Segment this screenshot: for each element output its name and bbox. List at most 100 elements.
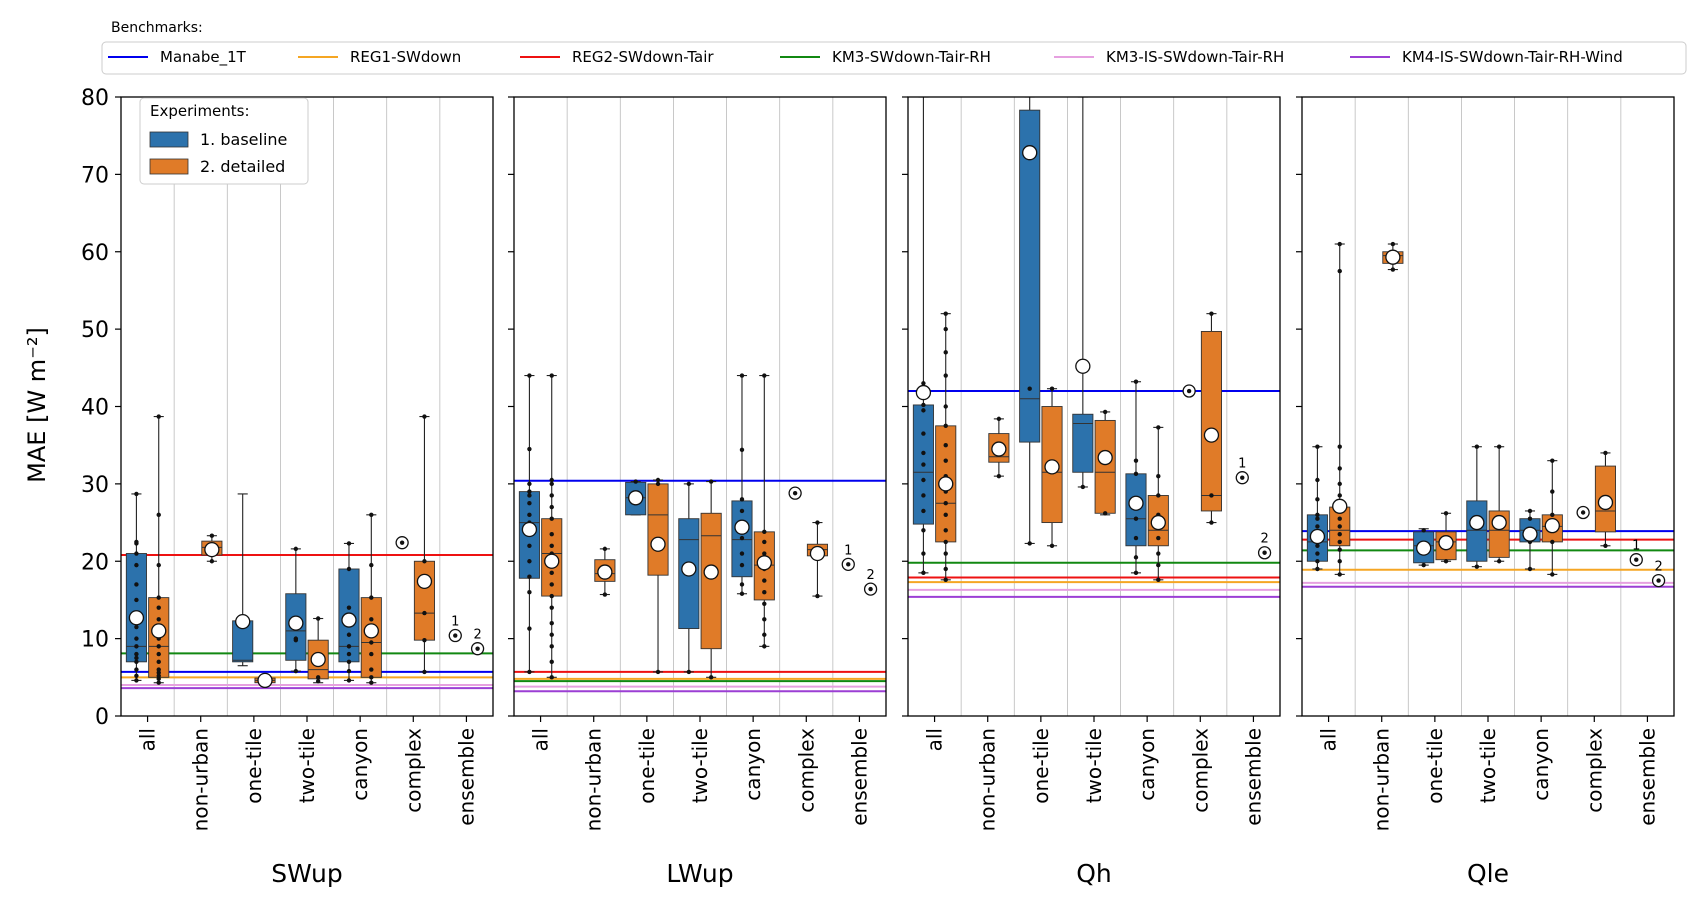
data-point	[549, 620, 554, 626]
x-tick-label-canyon: canyon	[741, 728, 765, 801]
data-point	[739, 373, 745, 378]
mean-marker	[416, 573, 433, 590]
data-point	[1337, 516, 1342, 521]
data-point	[739, 551, 745, 556]
data-point	[346, 541, 352, 546]
data-point	[527, 574, 532, 579]
data-point	[943, 528, 948, 533]
x-tick-label-canyon: canyon	[1135, 728, 1159, 801]
y-axis-label: MAE [W m⁻²]	[23, 327, 51, 483]
mean-marker-dot	[453, 633, 458, 638]
data-point	[1027, 541, 1032, 546]
data-point	[549, 605, 554, 610]
data-point	[996, 473, 1002, 479]
data-point	[156, 667, 161, 672]
box-iqr	[700, 512, 722, 650]
mean-marker-dot	[1580, 510, 1586, 515]
box-canyon-1	[1125, 379, 1147, 576]
benchmark-legend-label-6: KM4-IS-SWdown-Tair-RH-Wind	[1402, 48, 1623, 66]
data-point	[1156, 551, 1161, 556]
x-tick-label-canyon: canyon	[1529, 728, 1553, 801]
data-point	[996, 416, 1002, 422]
box-non-urban-2	[988, 416, 1010, 479]
data-point	[1550, 458, 1555, 463]
data-point	[921, 477, 926, 483]
data-point	[527, 489, 532, 494]
box-one-tile-1	[232, 493, 254, 667]
box-two-tile-2	[307, 616, 329, 684]
data-point	[1133, 458, 1139, 463]
mean-marker	[544, 553, 560, 569]
data-point	[1156, 473, 1161, 479]
ensemble-label: 2	[866, 568, 874, 583]
mean-marker	[1332, 498, 1348, 514]
data-point	[762, 601, 767, 607]
data-point	[134, 582, 139, 587]
experiment-legend-swatch-1	[149, 131, 189, 148]
data-point	[527, 501, 532, 506]
data-point	[943, 311, 948, 316]
benchmark-legend-label-1: Manabe_1T	[160, 48, 247, 67]
mean-marker	[915, 384, 932, 401]
box-complex-2	[1200, 311, 1222, 525]
mean-marker	[257, 672, 273, 689]
y-tick-label: 80	[81, 86, 109, 111]
data-point	[1550, 489, 1555, 494]
box-two-tile-1	[285, 546, 307, 674]
ensemble-label: 2	[1654, 560, 1662, 575]
benchmarks-legend-title: Benchmarks:	[111, 20, 203, 36]
box-iqr	[1466, 500, 1488, 562]
panel-LWup: 12 all non-urban one-tile two-tile canyon comp…	[508, 96, 887, 888]
data-point	[762, 529, 767, 535]
ensemble-label: 1	[1632, 539, 1640, 554]
data-point	[156, 659, 161, 665]
x-tick-label-one-tile: one-tile	[1029, 728, 1053, 804]
data-point	[549, 493, 554, 498]
panel-plot-area: 12	[908, 97, 1280, 598]
mean-marker	[681, 561, 697, 577]
benchmark-legend: Benchmarks: Manabe_1T REG1-SWdown REG2-SWd…	[101, 20, 1687, 75]
data-point	[134, 651, 139, 657]
data-point	[1049, 386, 1055, 391]
data-point	[921, 450, 926, 456]
panel-title-Qh: Qh	[1076, 859, 1112, 888]
ensemble-label: 2	[1260, 532, 1268, 547]
data-point	[346, 566, 352, 572]
mean-marker	[288, 615, 304, 631]
x-tick-label-ensemble: ensemble	[1241, 728, 1265, 826]
data-point	[1337, 444, 1342, 449]
y-tick-label: 70	[81, 163, 109, 188]
box-ensemble-1: 1	[1235, 457, 1249, 485]
data-point	[549, 481, 554, 487]
data-point	[527, 626, 532, 631]
box-one-tile-2	[647, 477, 669, 675]
data-point	[1315, 559, 1320, 564]
mean-marker-dot	[868, 586, 873, 592]
mean-marker	[341, 612, 357, 628]
data-point	[1209, 520, 1214, 525]
data-point	[134, 636, 139, 641]
panel-frame	[513, 96, 887, 717]
benchmark-legend-label-2: REG1-SWdown	[350, 48, 461, 66]
x-tick-label-two-tile: two-tile	[1082, 728, 1106, 803]
panel-title-LWup: LWup	[666, 859, 733, 888]
data-point	[1527, 566, 1533, 572]
box-canyon-2	[1147, 425, 1169, 583]
data-point	[527, 373, 532, 378]
data-point	[921, 570, 926, 576]
box-complex-1	[1182, 384, 1196, 398]
data-point	[369, 680, 374, 685]
data-point	[655, 477, 661, 483]
data-point	[156, 562, 161, 568]
data-point	[156, 676, 161, 682]
data-point	[549, 675, 554, 680]
data-point	[156, 651, 161, 657]
box-all-1	[1306, 444, 1328, 572]
x-tick-label-complex: complex	[401, 728, 425, 813]
box-one-tile-1	[1019, 97, 1041, 546]
data-point	[921, 508, 926, 514]
data-point	[1390, 267, 1396, 272]
data-point	[369, 512, 374, 518]
data-point	[1156, 577, 1161, 583]
data-point	[739, 562, 745, 568]
